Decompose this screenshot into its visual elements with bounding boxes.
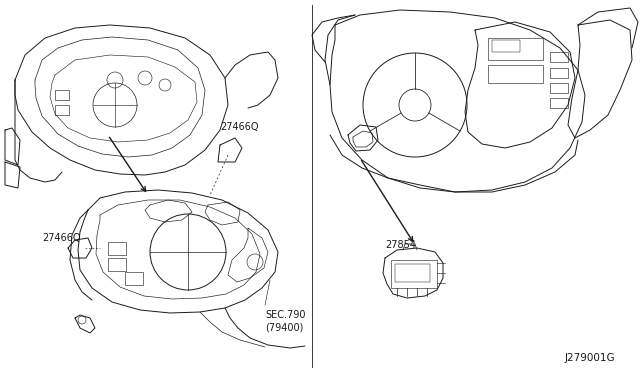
Bar	[492, 40, 520, 52]
Bar	[108, 242, 126, 255]
Text: SEC.790: SEC.790	[265, 310, 305, 320]
Bar	[550, 68, 568, 78]
Text: 27466Q: 27466Q	[220, 122, 259, 132]
Bar	[488, 38, 543, 60]
Text: 27466Q: 27466Q	[42, 233, 81, 243]
Text: J279001G: J279001G	[564, 353, 615, 363]
Bar	[108, 258, 126, 271]
Bar	[395, 264, 430, 282]
Text: 27854: 27854	[385, 240, 416, 250]
Bar	[391, 260, 437, 288]
Bar	[55, 105, 69, 115]
Bar	[488, 65, 543, 83]
Text: (79400): (79400)	[265, 322, 303, 332]
Bar	[550, 83, 568, 93]
Bar	[550, 52, 568, 62]
Bar	[125, 272, 143, 285]
Bar	[550, 98, 568, 108]
Bar	[55, 90, 69, 100]
